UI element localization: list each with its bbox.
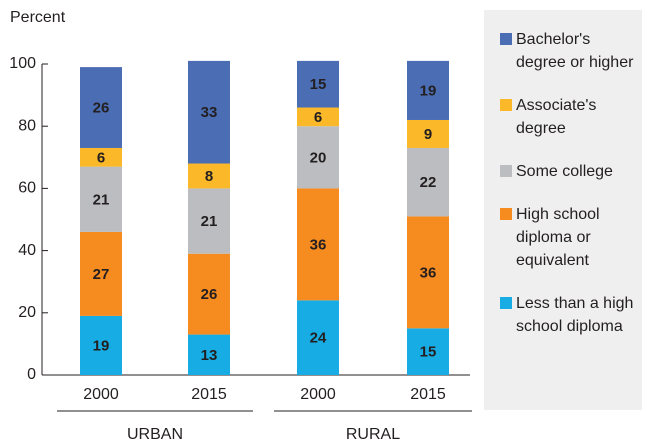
x-tick-label: 2015 <box>191 386 227 403</box>
legend-item: Associate's degree <box>500 94 634 140</box>
value-label: 15 <box>310 76 327 93</box>
bar-segment <box>188 253 230 335</box>
value-label: 36 <box>420 264 437 281</box>
value-label: 21 <box>93 191 110 208</box>
value-label: 36 <box>310 236 327 253</box>
x-tick-label: 2000 <box>300 386 336 403</box>
y-tick-label: 0 <box>27 366 36 383</box>
group-label: URBAN <box>127 426 183 443</box>
bar-segment <box>188 60 230 164</box>
bar-segment <box>407 216 449 329</box>
legend-swatch <box>500 297 512 309</box>
bar-segment <box>188 188 230 254</box>
legend-item: High school diploma or equivalent <box>500 203 634 272</box>
bar-segment <box>297 60 339 108</box>
value-label: 22 <box>420 174 437 191</box>
value-label: 9 <box>424 126 432 143</box>
bar-segment <box>407 119 449 148</box>
value-label: 13 <box>201 347 218 364</box>
bar-segment <box>297 188 339 301</box>
legend-swatch <box>500 208 512 220</box>
bar-segment <box>188 334 230 375</box>
y-tick-label: 100 <box>9 55 36 72</box>
value-label: 26 <box>93 100 110 117</box>
y-tick-label: 40 <box>18 242 36 259</box>
value-label: 27 <box>93 266 110 283</box>
value-label: 15 <box>420 344 437 361</box>
value-label: 6 <box>97 149 105 166</box>
value-label: 6 <box>314 109 322 126</box>
legend: Bachelor's degree or higher Associate's d… <box>484 10 642 410</box>
legend-item: Some college <box>500 160 634 183</box>
bar-segment <box>80 147 122 167</box>
legend-swatch <box>500 165 512 177</box>
y-tick-label: 80 <box>18 117 36 134</box>
value-label: 33 <box>201 104 218 121</box>
x-tick-label: 2000 <box>83 386 119 403</box>
plot: Percent 02040608010020001927216262015132… <box>9 9 472 443</box>
value-label: 20 <box>310 149 327 166</box>
value-label: 26 <box>201 286 218 303</box>
value-label: 21 <box>201 213 218 230</box>
bar-segment <box>80 315 122 375</box>
bar-segment <box>188 163 230 189</box>
legend-label: Less than a high school diploma <box>516 295 634 335</box>
bar-segment <box>407 147 449 217</box>
value-label: 19 <box>93 337 110 354</box>
bar-segment <box>80 231 122 316</box>
value-label: 24 <box>310 330 327 347</box>
bar-segment <box>297 300 339 375</box>
bar-segment <box>297 107 339 127</box>
legend-swatch <box>500 33 512 45</box>
legend-label: Some college <box>516 163 613 180</box>
bar-segment <box>80 67 122 148</box>
bar-segment <box>297 126 339 189</box>
legend-label: Associate's degree <box>516 97 597 137</box>
bar-segment <box>407 328 449 375</box>
legend-swatch <box>500 99 512 111</box>
y-tick-label: 60 <box>18 180 36 197</box>
y-axis-label: Percent <box>10 9 66 26</box>
legend-label: Bachelor's degree or higher <box>516 31 634 71</box>
legend-item: Less than a high school diploma <box>500 292 634 338</box>
y-tick-label: 20 <box>18 304 36 321</box>
value-label: 8 <box>205 168 213 185</box>
bar-segment <box>407 60 449 120</box>
group-label: RURAL <box>346 426 400 443</box>
legend-item: Bachelor's degree or higher <box>500 28 634 74</box>
bar-segment <box>80 166 122 232</box>
legend-label: High school diploma or equivalent <box>516 206 600 269</box>
x-tick-label: 2015 <box>410 386 446 403</box>
value-label: 19 <box>420 82 437 99</box>
